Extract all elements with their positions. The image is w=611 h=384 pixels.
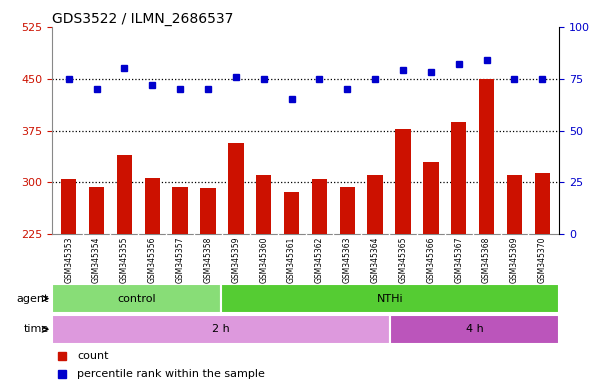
Bar <box>172 187 188 234</box>
Text: GSM345365: GSM345365 <box>398 237 408 283</box>
Text: GSM345363: GSM345363 <box>343 237 352 283</box>
Text: control: control <box>117 293 156 304</box>
Text: GSM345366: GSM345366 <box>426 237 436 283</box>
Text: count: count <box>78 351 109 361</box>
Bar <box>221 284 559 313</box>
Text: GSM345358: GSM345358 <box>203 237 213 283</box>
Text: GSM345361: GSM345361 <box>287 237 296 283</box>
Bar <box>52 284 221 313</box>
Bar <box>479 79 494 234</box>
Bar <box>228 143 244 234</box>
Bar <box>340 187 355 234</box>
Bar <box>395 129 411 234</box>
Text: time: time <box>24 324 49 334</box>
Text: GSM345360: GSM345360 <box>259 237 268 283</box>
Bar <box>200 188 216 234</box>
Bar <box>507 175 522 234</box>
Text: GSM345355: GSM345355 <box>120 237 129 283</box>
Text: GSM345356: GSM345356 <box>148 237 157 283</box>
Bar <box>312 179 327 234</box>
Bar <box>256 175 271 234</box>
Bar <box>117 155 132 234</box>
Text: GSM345359: GSM345359 <box>232 237 240 283</box>
Bar <box>52 315 390 344</box>
Bar <box>145 178 160 234</box>
Bar <box>284 192 299 234</box>
Text: GSM345354: GSM345354 <box>92 237 101 283</box>
Text: 4 h: 4 h <box>466 324 483 334</box>
Bar <box>89 187 104 234</box>
Text: GDS3522 / ILMN_2686537: GDS3522 / ILMN_2686537 <box>52 12 233 26</box>
Text: GSM345364: GSM345364 <box>371 237 379 283</box>
Bar <box>367 175 383 234</box>
Text: 2 h: 2 h <box>212 324 230 334</box>
Text: GSM345353: GSM345353 <box>64 237 73 283</box>
Text: GSM345362: GSM345362 <box>315 237 324 283</box>
Text: GSM345367: GSM345367 <box>454 237 463 283</box>
Text: GSM345357: GSM345357 <box>175 237 185 283</box>
Text: GSM345369: GSM345369 <box>510 237 519 283</box>
Text: GSM345368: GSM345368 <box>482 237 491 283</box>
Bar <box>61 179 76 234</box>
Text: agent: agent <box>16 293 49 304</box>
Text: GSM345370: GSM345370 <box>538 237 547 283</box>
Bar <box>390 315 559 344</box>
Bar <box>423 162 439 234</box>
Text: NTHi: NTHi <box>377 293 403 304</box>
Text: percentile rank within the sample: percentile rank within the sample <box>78 369 265 379</box>
Bar <box>451 122 466 234</box>
Bar <box>535 174 550 234</box>
